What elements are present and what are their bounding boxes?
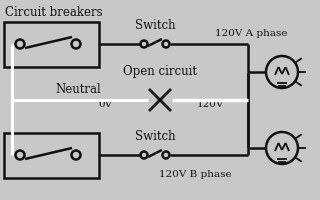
Text: 120V: 120V [196,100,224,109]
Text: Neutral: Neutral [55,83,101,96]
Text: 0V: 0V [98,100,112,109]
Bar [4,133,99,178]
Text: 120V B phase: 120V B phase [159,170,231,179]
Bar [4,22,99,67]
Text: Switch: Switch [135,130,175,143]
Text: Open circuit: Open circuit [123,65,197,78]
Text: Switch: Switch [135,19,175,32]
Text: 120V A phase: 120V A phase [215,29,287,38]
Text: Circuit breakers: Circuit breakers [5,6,103,19]
